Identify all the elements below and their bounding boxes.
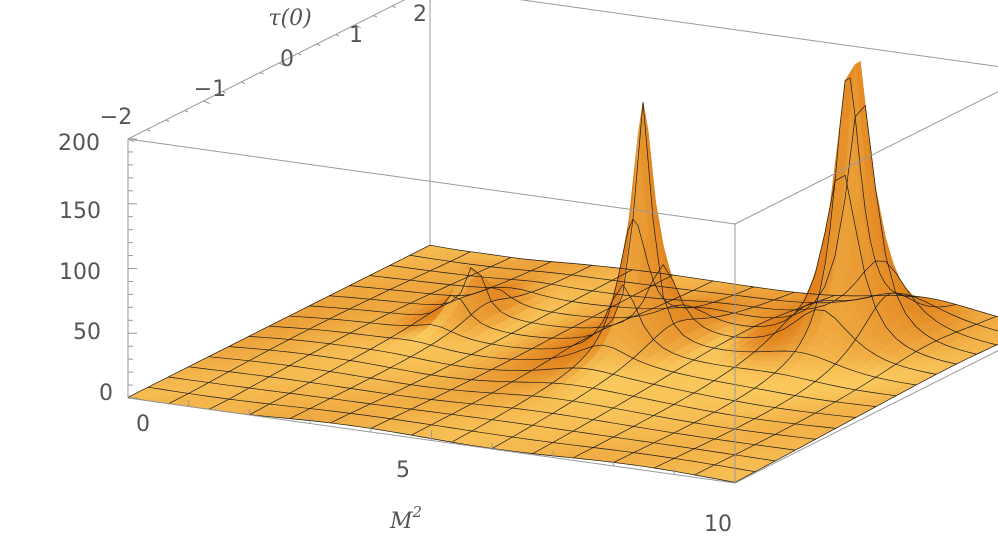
mesh-line-y	[208, 356, 816, 440]
y-tick-mark	[316, 43, 321, 46]
y-tick-mark	[278, 62, 286, 67]
mesh-line-x	[330, 269, 633, 424]
mesh-line-x	[653, 292, 957, 469]
x-axis-title: M2	[389, 503, 422, 534]
box-edge-bottom-right	[734, 350, 998, 484]
mesh-line-y	[268, 325, 876, 407]
x-tick-label-5: 5	[396, 458, 410, 483]
y-tick-label-2: 2	[413, 2, 427, 27]
mesh-line-x	[370, 274, 673, 429]
mesh-line-x	[492, 291, 795, 449]
y-tick-mark	[127, 138, 135, 143]
x-tick-label-10: 10	[704, 512, 732, 537]
mesh-line-x	[249, 261, 552, 416]
surface-patch	[990, 330, 998, 335]
y-tick-mark	[373, 15, 378, 18]
mesh-line-y	[188, 366, 796, 451]
mesh-line-x	[572, 295, 876, 459]
mesh-line-y	[168, 376, 776, 462]
mesh-line-x	[613, 77, 916, 463]
z-tick-label-0: 0	[99, 381, 113, 406]
surface-patch	[990, 337, 998, 342]
mesh-line-y	[148, 386, 756, 473]
mesh-line-x	[694, 315, 997, 476]
y-tick-mark	[297, 53, 302, 56]
y-tick-mark	[335, 34, 340, 37]
y-tick-label-neg1: −1	[194, 77, 226, 102]
z-tick-label-150: 150	[59, 199, 101, 224]
z-tick-label-200: 200	[58, 131, 100, 156]
axis-ticks	[127, 5, 736, 483]
mesh-line-y	[248, 335, 856, 418]
box-edge-top-right	[734, 91, 998, 225]
x-tick-label-0: 0	[136, 412, 150, 437]
z-tick-label-50: 50	[73, 320, 101, 345]
x-axis-title-main: M	[389, 509, 413, 534]
mesh-line-x	[127, 244, 431, 398]
mesh-line-x	[289, 264, 593, 419]
y-tick-label-0: 0	[280, 47, 294, 72]
mesh-line-x	[168, 251, 471, 404]
mesh-line-x	[451, 218, 754, 443]
y-tick-mark	[241, 81, 245, 84]
y-tick-mark	[354, 24, 361, 29]
y-tick-label-1: 1	[349, 23, 363, 48]
box-edge-top-back	[519, 0, 998, 68]
mesh-line-y	[389, 260, 997, 346]
mesh-line-y	[369, 104, 977, 355]
z-tick-label-100: 100	[59, 260, 101, 285]
mesh-line-y	[309, 101, 917, 386]
box-edge-top-front	[127, 138, 736, 225]
mesh-line-x	[208, 257, 512, 410]
mesh-line-x	[411, 280, 714, 436]
surface-mesh	[127, 60, 998, 483]
y-tick-mark	[259, 72, 264, 75]
mesh-line-x	[734, 343, 998, 483]
y-axis-title: τ(0)	[268, 6, 311, 31]
surface-patch	[990, 323, 998, 328]
mesh-line-y	[349, 174, 957, 365]
y-tick-mark	[146, 129, 151, 132]
y-tick-mark	[392, 5, 396, 8]
y-tick-mark	[203, 100, 210, 105]
mesh-line-y	[429, 244, 998, 318]
mesh-line-x	[532, 295, 835, 454]
mesh-line-y	[409, 254, 998, 332]
x-axis-title-superscript: 2	[411, 503, 422, 521]
y-tick-mark	[165, 119, 170, 122]
mesh-line-y	[289, 284, 897, 397]
mesh-line-y	[329, 264, 937, 375]
y-tick-mark	[184, 110, 189, 113]
y-tick-label-neg2: −2	[100, 105, 132, 130]
y-tick-mark	[222, 91, 227, 94]
